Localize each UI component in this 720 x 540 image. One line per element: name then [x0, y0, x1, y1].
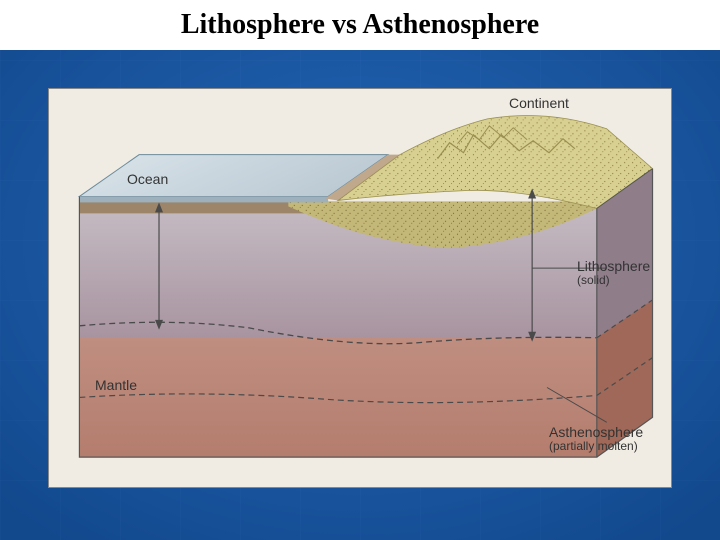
ocean-front-edge: [79, 196, 328, 202]
lithosphere-sub-text: (solid): [577, 274, 650, 287]
asthenosphere-sub-text: (partially molten): [549, 440, 643, 453]
mantle-front: [79, 323, 596, 457]
slide: Lithosphere vs Asthenosphere: [0, 0, 720, 540]
lithosphere-label: Lithosphere (solid): [577, 259, 650, 288]
slide-title: Lithosphere vs Asthenosphere: [181, 9, 539, 41]
title-bar: Lithosphere vs Asthenosphere: [0, 0, 720, 50]
mantle-label: Mantle: [95, 377, 137, 393]
continent-label: Continent: [509, 95, 569, 111]
lithosphere-label-text: Lithosphere: [577, 259, 650, 274]
asthenosphere-label-text: Asthenosphere: [549, 425, 643, 440]
ocean-label: Ocean: [127, 171, 168, 187]
asthenosphere-label: Asthenosphere (partially molten): [549, 425, 643, 454]
earth-layers-diagram: Ocean Continent Lithosphere (solid) Mant…: [48, 88, 672, 488]
